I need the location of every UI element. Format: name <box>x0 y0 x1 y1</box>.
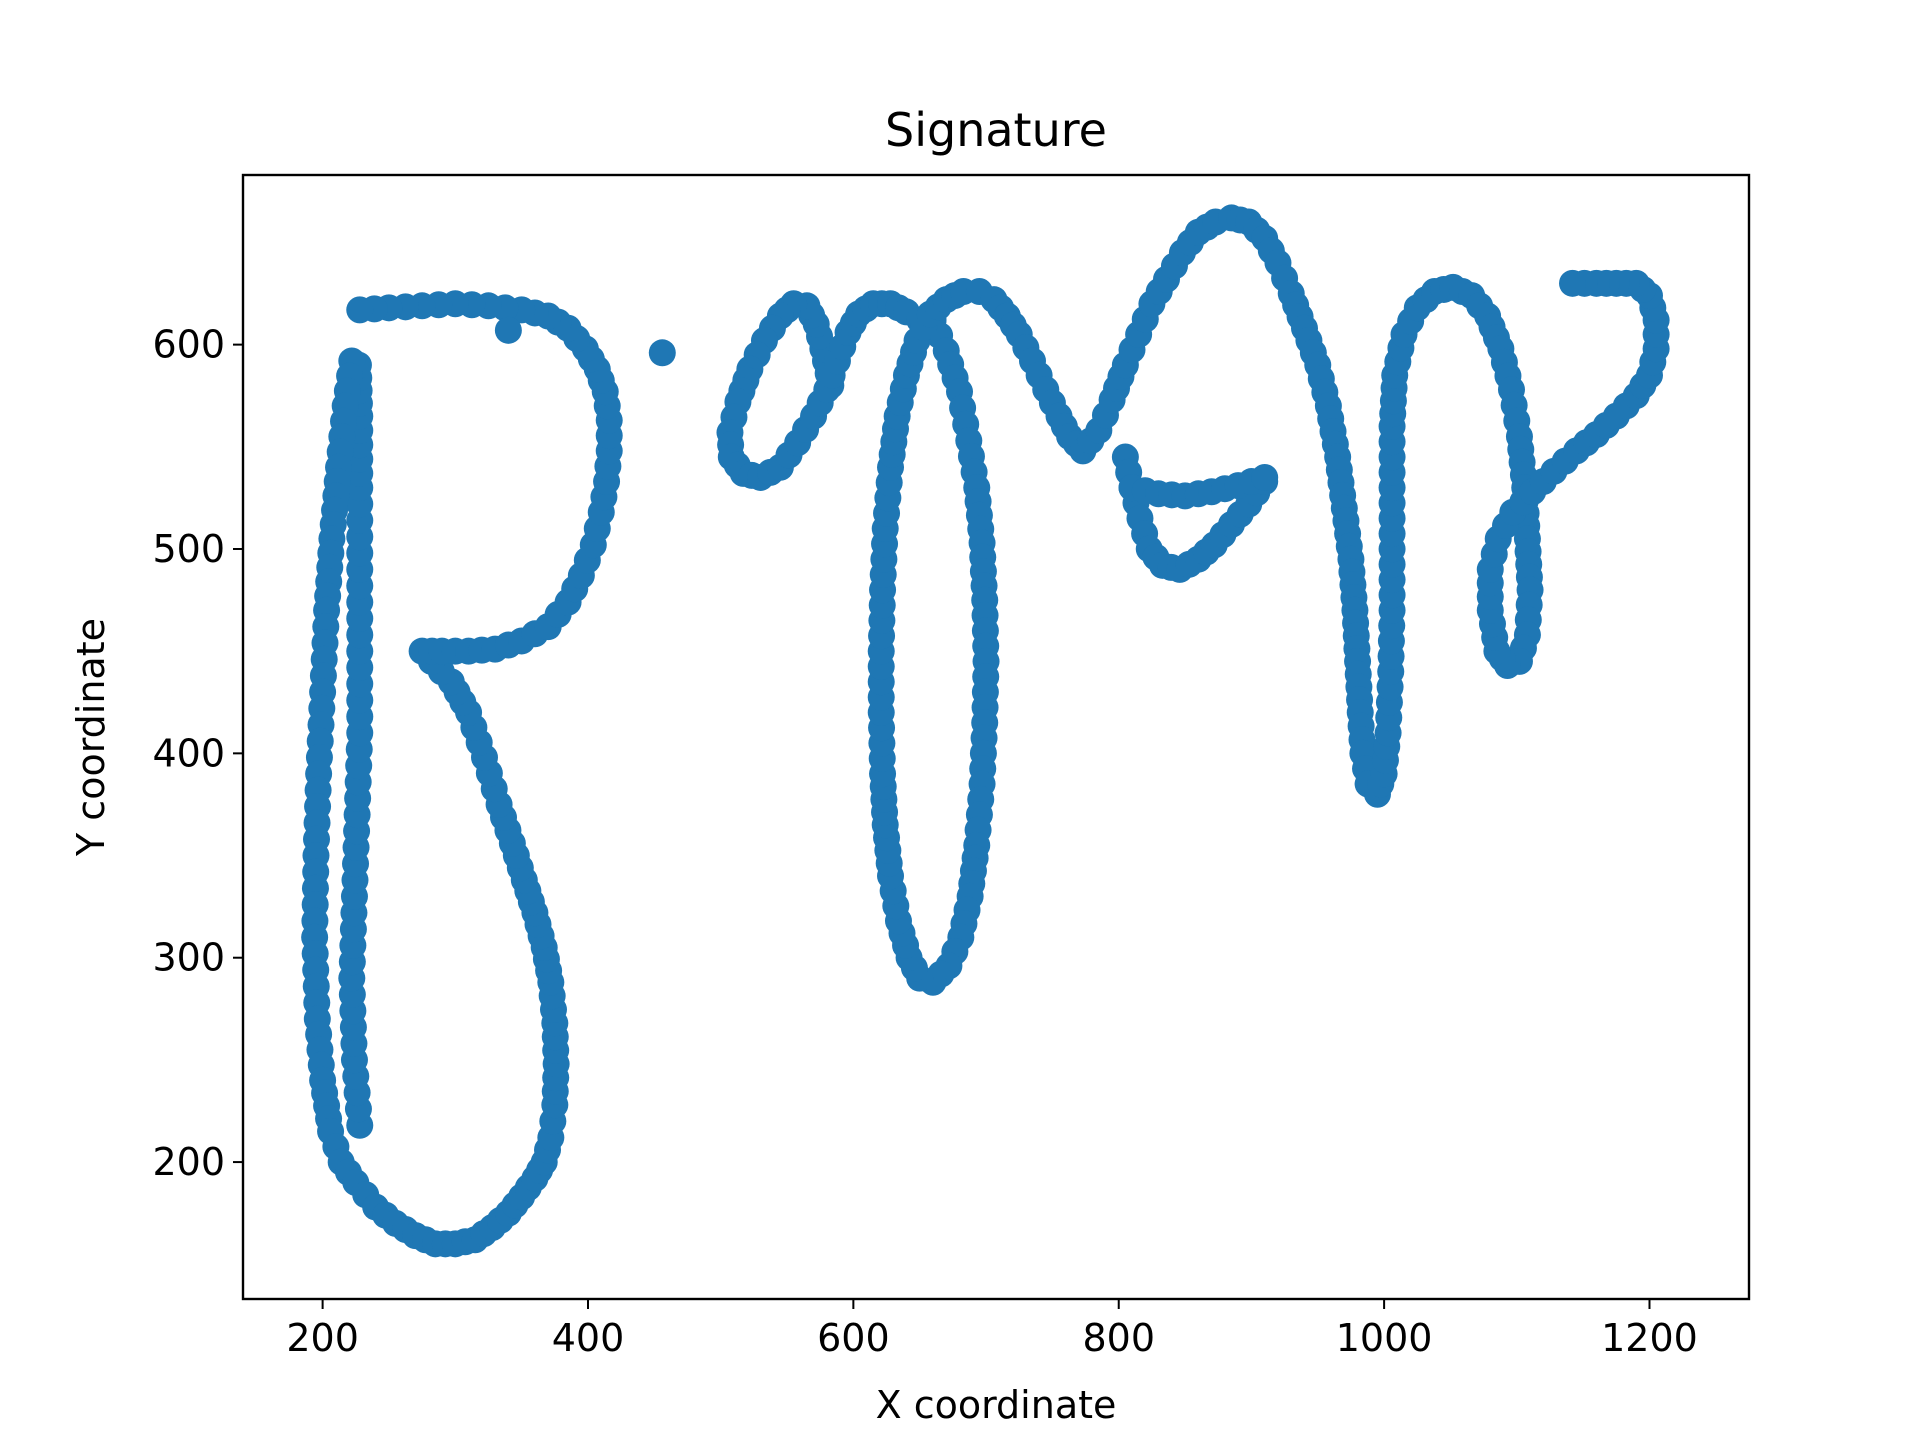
signature-point <box>346 296 374 324</box>
x-tick-label: 200 <box>286 1316 359 1360</box>
signature-point <box>648 339 676 367</box>
signature-point <box>494 316 522 344</box>
x-tick-label: 1200 <box>1601 1316 1698 1360</box>
y-axis-ticks: 200 300 400 500 600 <box>152 323 243 1184</box>
y-tick-label: 200 <box>152 1140 225 1184</box>
y-tick-label: 500 <box>152 527 225 571</box>
x-tick-label: 1000 <box>1336 1316 1433 1360</box>
y-tick-label: 300 <box>152 936 225 980</box>
y-axis-label: Y coordinate <box>69 618 113 857</box>
x-tick-label: 800 <box>1082 1316 1155 1360</box>
signature-point <box>1559 269 1587 297</box>
signature-point <box>1251 463 1279 491</box>
chart-title: Signature <box>885 103 1107 157</box>
y-tick-label: 400 <box>152 731 225 775</box>
x-axis-ticks: 200 400 600 800 1000 1200 <box>286 1299 1698 1360</box>
x-axis-label: X coordinate <box>876 1383 1117 1427</box>
x-tick-label: 600 <box>817 1316 890 1360</box>
signature-points <box>301 204 1670 1258</box>
x-tick-label: 400 <box>552 1316 625 1360</box>
y-tick-label: 600 <box>152 323 225 367</box>
plot-frame <box>241 173 1751 1301</box>
